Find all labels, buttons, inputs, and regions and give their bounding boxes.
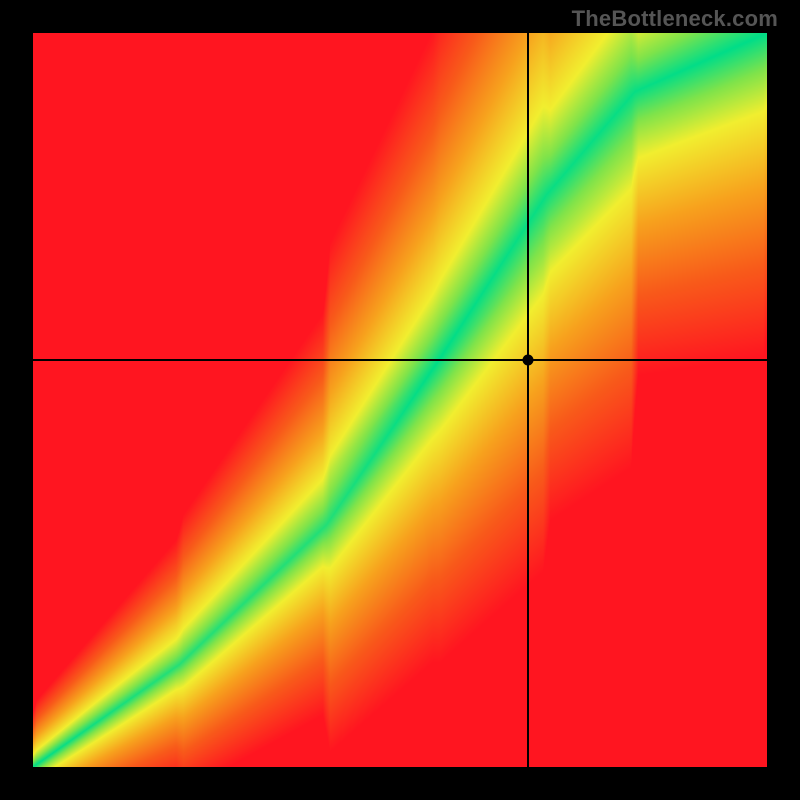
intersection-marker: [523, 354, 534, 365]
crosshair-horizontal: [33, 359, 767, 361]
plot-area: [33, 33, 767, 767]
crosshair-vertical: [527, 33, 529, 767]
watermark-text: TheBottleneck.com: [572, 6, 778, 32]
bottleneck-heatmap: [33, 33, 767, 767]
